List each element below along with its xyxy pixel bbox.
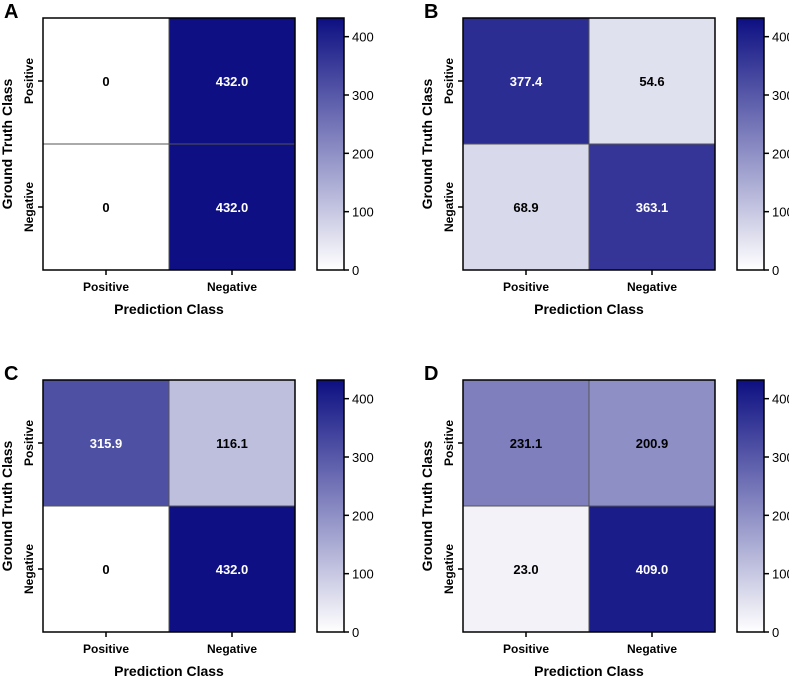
heatmap-cell [462, 143, 590, 271]
heatmap-frame [462, 379, 716, 633]
cell-value-label: 432.0 [216, 200, 249, 215]
cell-value-label: 231.1 [510, 436, 543, 451]
y-tick-label: Positive [442, 420, 456, 466]
colorbar [316, 379, 345, 633]
cell-value-label: 200.9 [636, 436, 669, 451]
x-tick-label: Negative [627, 280, 677, 294]
colorbar-tick-label: 400 [352, 392, 374, 407]
cell-value-label: 432.0 [216, 74, 249, 89]
y-tick-label: Positive [22, 58, 36, 104]
heatmap-cell [168, 17, 296, 145]
x-tick-label: Positive [83, 642, 129, 656]
x-axis-title: Prediction Class [114, 663, 224, 677]
colorbar-tick-label: 400 [352, 30, 374, 45]
colorbar [316, 17, 345, 271]
panel-letter: B [424, 1, 438, 23]
cell-value-label: 0 [102, 200, 109, 215]
x-tick-label: Positive [503, 280, 549, 294]
colorbar-tick-label: 300 [772, 88, 789, 103]
heatmap-cell [42, 379, 170, 507]
heatmap-cell [42, 505, 170, 633]
colorbar-tick-label: 400 [772, 392, 789, 407]
x-tick-label: Negative [207, 642, 257, 656]
colorbar-tick-label: 100 [772, 567, 789, 582]
panel-d: D 231.1 200.9 23.0 409.0 Positive Negative Posi… [419, 363, 789, 677]
y-tick-label: Negative [22, 182, 36, 232]
heatmap-cell [42, 143, 170, 271]
cell-value-label: 23.0 [513, 562, 538, 577]
cell-value-label: 377.4 [510, 74, 543, 89]
panel-b: B 377.4 54.6 68.9 363.1 Positive Negative Posit… [419, 1, 789, 317]
x-tick-label: Positive [83, 280, 129, 294]
y-axis-title: Ground Truth Class [419, 440, 435, 571]
panel-letter: A [4, 1, 18, 23]
y-axis-title: Ground Truth Class [419, 78, 435, 209]
colorbar-tick-label: 100 [352, 567, 374, 582]
colorbar-tick-label: 200 [352, 146, 374, 161]
heatmap-cell [168, 505, 296, 633]
heatmap-cell [588, 379, 716, 507]
y-axis-title: Ground Truth Class [0, 440, 15, 571]
heatmap-cell [588, 17, 716, 145]
colorbar-tick-label: 0 [352, 625, 359, 640]
panel-letter: D [424, 363, 438, 385]
cell-value-label: 0 [102, 562, 109, 577]
heatmap-frame [42, 17, 296, 271]
panel-a: A 0 432.0 0 432.0 Positive Negative Positive Neg… [0, 1, 374, 317]
y-axis-title: Ground Truth Class [0, 78, 15, 209]
colorbar-tick-label: 300 [772, 450, 789, 465]
y-tick-label: Negative [442, 544, 456, 594]
colorbar-tick-label: 100 [772, 205, 789, 220]
cell-value-label: 116.1 [216, 436, 248, 451]
x-tick-label: Negative [207, 280, 257, 294]
y-tick-label: Negative [442, 182, 456, 232]
y-tick-label: Positive [442, 58, 456, 104]
colorbar-tick-label: 200 [772, 146, 789, 161]
cell-value-label: 68.9 [513, 200, 538, 215]
colorbar-tick-label: 200 [772, 508, 789, 523]
heatmap-frame [462, 17, 716, 271]
colorbar-tick-label: 0 [772, 625, 779, 640]
colorbar-tick-label: 200 [352, 508, 374, 523]
colorbar-tick-label: 300 [352, 450, 374, 465]
heatmap-cell [462, 17, 590, 145]
heatmap-cell [588, 505, 716, 633]
y-tick-label: Positive [22, 420, 36, 466]
colorbar [736, 17, 765, 271]
x-tick-label: Negative [627, 642, 677, 656]
heatmap-frame [42, 379, 296, 633]
cell-value-label: 409.0 [636, 562, 669, 577]
colorbar-tick-label: 0 [772, 263, 779, 278]
heatmap-cell [168, 379, 296, 507]
cell-value-label: 0 [102, 74, 109, 89]
panel-c: C 315.9 116.1 0 432.0 Positive Negative Positiv… [0, 363, 374, 677]
colorbar [736, 379, 765, 633]
x-axis-title: Prediction Class [114, 301, 224, 317]
x-axis-title: Prediction Class [534, 663, 644, 677]
cell-value-label: 315.9 [90, 436, 123, 451]
cell-value-label: 54.6 [639, 74, 664, 89]
x-axis-title: Prediction Class [534, 301, 644, 317]
panel-letter: C [4, 363, 18, 385]
cell-value-label: 432.0 [216, 562, 249, 577]
colorbar-tick-label: 300 [352, 88, 374, 103]
y-tick-label: Negative [22, 544, 36, 594]
x-tick-label: Positive [503, 642, 549, 656]
colorbar-tick-label: 100 [352, 205, 374, 220]
heatmap-cell [168, 143, 296, 271]
heatmap-cell [42, 17, 170, 145]
colorbar-tick-label: 0 [352, 263, 359, 278]
colorbar-tick-label: 400 [772, 30, 789, 45]
heatmap-cell [462, 379, 590, 507]
cell-value-label: 363.1 [636, 200, 669, 215]
